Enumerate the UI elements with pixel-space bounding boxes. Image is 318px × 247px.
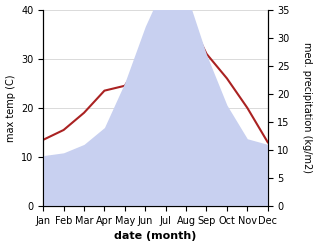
- X-axis label: date (month): date (month): [114, 231, 197, 242]
- Y-axis label: med. precipitation (kg/m2): med. precipitation (kg/m2): [302, 42, 313, 173]
- Y-axis label: max temp (C): max temp (C): [5, 74, 16, 142]
